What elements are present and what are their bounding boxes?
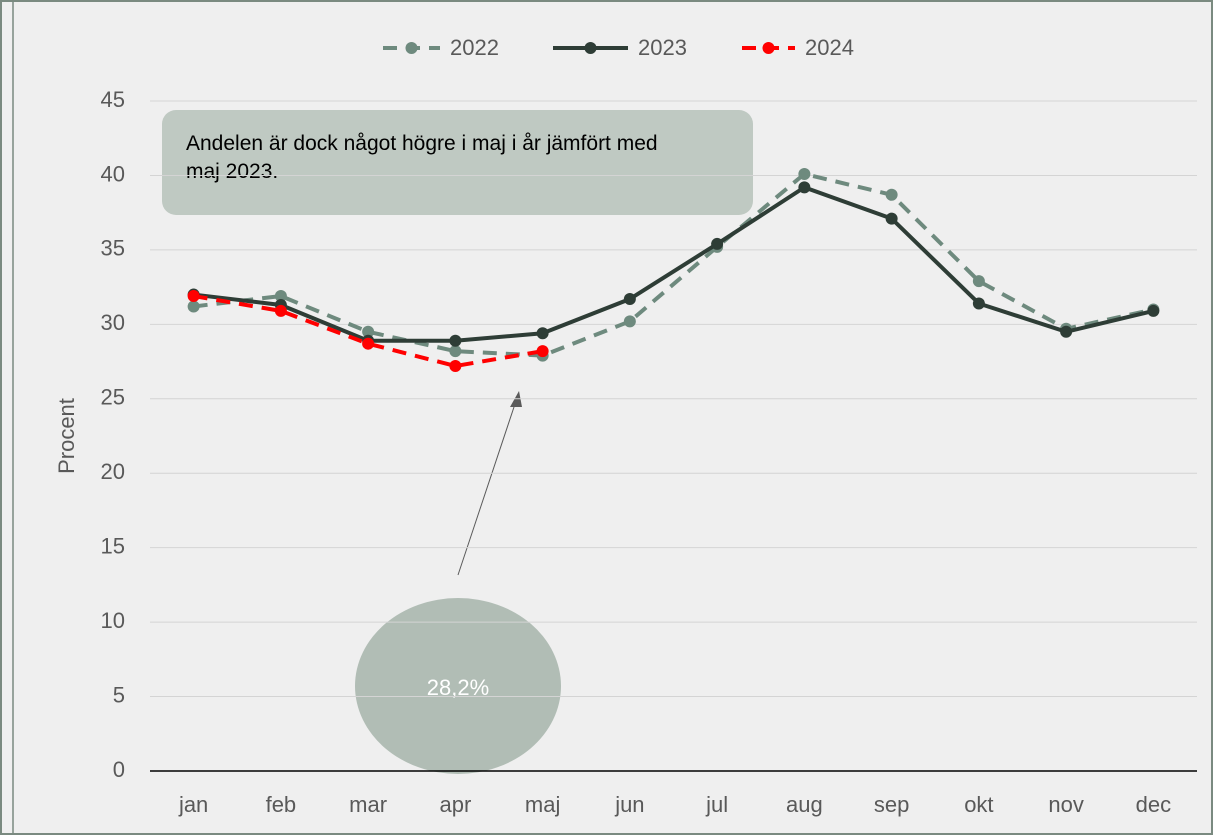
x-tick-label: jan — [178, 792, 208, 817]
x-tick-label: jul — [705, 792, 728, 817]
point — [885, 212, 898, 225]
y-tick-label: 30 — [101, 310, 125, 335]
x-tick-label: apr — [439, 792, 471, 817]
x-tick-label: dec — [1136, 792, 1171, 817]
y-tick-label: 40 — [101, 161, 125, 186]
series-line — [193, 185, 1154, 343]
point — [274, 304, 287, 317]
x-tick-label: feb — [266, 792, 297, 817]
x-tick-label: mar — [349, 792, 387, 817]
y-tick-label: 35 — [101, 236, 125, 261]
annotation-bubble — [355, 598, 561, 774]
point — [798, 181, 811, 194]
legend-label: 2024 — [805, 35, 854, 60]
point — [885, 188, 898, 201]
y-tick-label: 45 — [101, 87, 125, 112]
point — [972, 297, 985, 310]
point — [449, 345, 462, 358]
point — [1147, 304, 1160, 317]
legend-label: 2023 — [638, 35, 687, 60]
series-line — [193, 294, 543, 369]
point — [711, 237, 724, 250]
annotation-arrow — [457, 394, 519, 576]
x-tick-label: maj — [525, 792, 560, 817]
annotation-box — [162, 110, 753, 215]
point — [623, 315, 636, 328]
legend-marker — [405, 42, 418, 54]
bubble-text: 28,2% — [427, 675, 489, 700]
x-tick-label: jun — [614, 792, 644, 817]
annotation-holder: Andelen är dock något högre i maj i år j… — [186, 132, 658, 183]
y-tick-label: 25 — [101, 385, 125, 410]
y-tick-label: 15 — [101, 533, 125, 558]
y-tick-label: 0 — [113, 757, 125, 782]
y-axis-label: Procent — [54, 398, 79, 474]
x-tick-label: nov — [1048, 792, 1083, 817]
legend-label: 2022 — [450, 35, 499, 60]
legend-marker — [762, 42, 775, 54]
point — [449, 360, 462, 373]
point — [362, 337, 375, 350]
point — [536, 345, 549, 358]
point — [362, 325, 375, 338]
y-tick-label: 10 — [101, 608, 125, 633]
point — [187, 290, 200, 303]
point — [187, 300, 200, 313]
annotation-text: Andelen är dock något högre i maj i år j… — [186, 132, 658, 183]
point — [449, 334, 462, 347]
legend-marker — [584, 42, 597, 54]
point — [798, 167, 811, 180]
point — [1060, 325, 1073, 338]
point — [623, 293, 636, 306]
point — [536, 327, 549, 340]
y-tick-label: 5 — [113, 682, 125, 707]
series-line — [193, 171, 1154, 358]
x-tick-label: aug — [786, 792, 823, 817]
x-tick-label: okt — [964, 792, 993, 817]
y-tick-label: 20 — [101, 459, 125, 484]
x-tick-label: sep — [874, 792, 909, 817]
point — [274, 290, 287, 303]
point — [972, 275, 985, 288]
